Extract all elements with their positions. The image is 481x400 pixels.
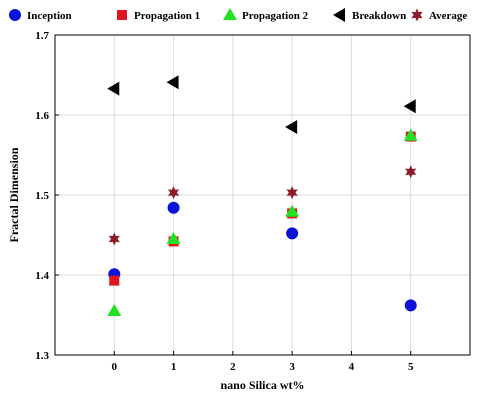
legend-label: Inception <box>27 10 72 22</box>
x-tick-label: 0 <box>112 361 118 373</box>
x-tick-label: 1 <box>171 361 177 373</box>
point-propagation-2 <box>166 232 181 244</box>
x-tick-label: 3 <box>289 361 295 373</box>
axis-ticks: 0 1 2 3 4 5 1.3 1.4 1.5 1.6 1.7 <box>35 30 414 373</box>
point-inception <box>404 299 417 312</box>
legend-label: Average <box>429 10 467 22</box>
data-points <box>107 75 418 316</box>
point-breakdown <box>107 81 120 96</box>
y-tick-label: 1.6 <box>35 110 49 122</box>
series-propagation-1 <box>109 131 416 286</box>
point-average <box>286 186 298 200</box>
y-axis-label: Fractal Dimension <box>7 147 21 242</box>
point-breakdown <box>403 99 416 114</box>
point-average <box>167 186 180 200</box>
point-propagation-2 <box>107 304 122 316</box>
point-propagation-2 <box>403 128 418 141</box>
y-tick-label: 1.7 <box>35 30 49 42</box>
legend-marker-inception <box>9 9 21 21</box>
x-tick-label: 2 <box>230 361 236 373</box>
legend-label: Propagation 1 <box>134 10 200 22</box>
legend-item-average: Average <box>411 8 467 22</box>
legend: Inception Propagation 1 Propagation 2 Break… <box>9 8 467 22</box>
legend-marker-propagation-1 <box>117 10 127 20</box>
point-breakdown <box>285 120 298 134</box>
legend-item-breakdown: Breakdown <box>333 8 406 22</box>
legend-label: Breakdown <box>352 10 406 22</box>
y-tick-label: 1.4 <box>35 270 49 282</box>
point-inception <box>286 227 299 240</box>
legend-item-propagation-1: Propagation 1 <box>117 10 200 22</box>
point-breakdown <box>166 75 179 90</box>
series-breakdown <box>107 75 416 134</box>
point-inception <box>167 201 180 214</box>
legend-label: Propagation 2 <box>242 10 309 22</box>
x-tick-label: 5 <box>408 361 414 373</box>
legend-marker-propagation-2 <box>223 8 237 20</box>
point-propagation-2 <box>285 204 300 217</box>
legend-item-propagation-2: Propagation 2 <box>223 8 309 22</box>
legend-marker-average <box>411 8 423 22</box>
point-average <box>405 165 417 179</box>
series-propagation-2 <box>107 128 418 316</box>
legend-marker-breakdown <box>333 8 345 22</box>
series-average <box>108 165 417 246</box>
series-inception <box>108 201 417 312</box>
legend-item-inception: Inception <box>9 9 72 22</box>
point-propagation-1 <box>109 275 120 286</box>
x-axis-label: nano Silica wt% <box>220 378 304 392</box>
y-tick-label: 1.3 <box>35 350 49 362</box>
point-average <box>108 232 120 246</box>
y-tick-label: 1.5 <box>35 190 49 202</box>
x-tick-label: 4 <box>349 361 355 373</box>
